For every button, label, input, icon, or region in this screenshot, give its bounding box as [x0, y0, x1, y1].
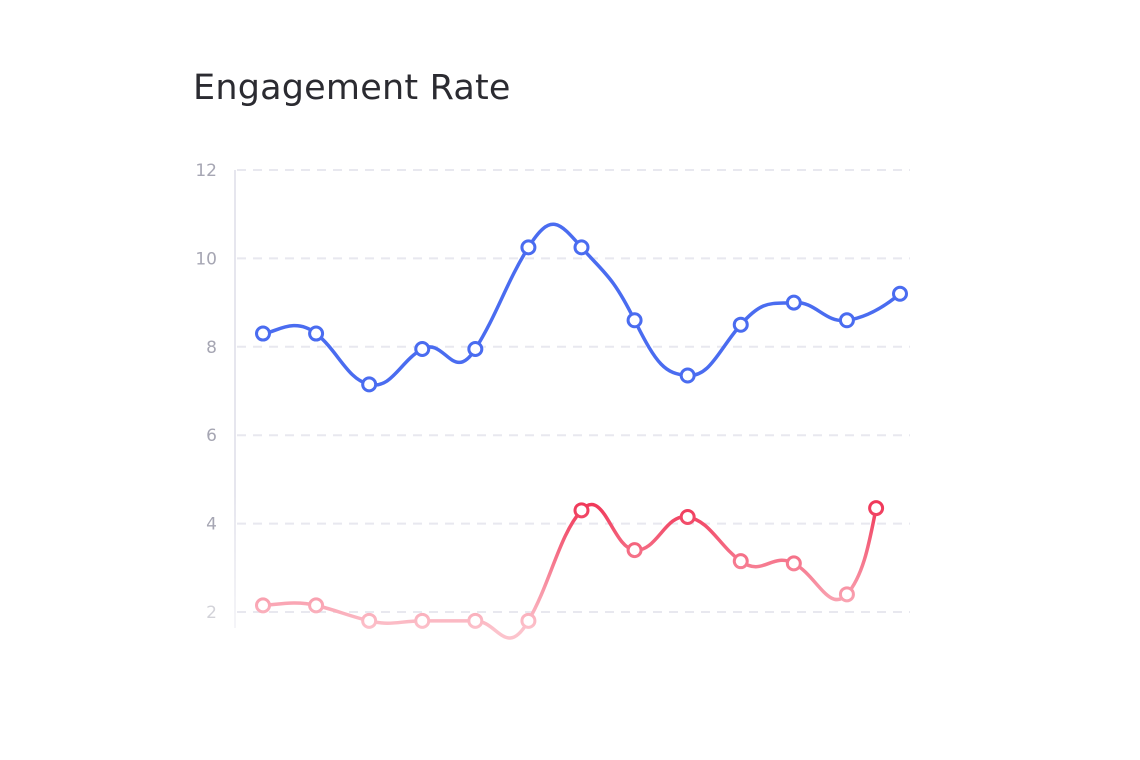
data-point	[414, 612, 431, 629]
data-point	[361, 612, 378, 629]
y-tick-label: 10	[195, 249, 217, 269]
data-point	[308, 325, 325, 342]
data-point	[679, 508, 696, 525]
data-point	[255, 597, 271, 614]
data-point	[308, 597, 325, 614]
data-point	[467, 612, 484, 629]
y-tick-label: 4	[206, 515, 217, 535]
data-point	[520, 239, 537, 256]
chart-title: Engagement Rate	[193, 68, 511, 108]
data-point	[414, 341, 431, 358]
data-point	[838, 586, 855, 603]
y-tick-label: 12	[195, 161, 217, 181]
y-tick-label: 8	[206, 338, 217, 358]
data-point	[892, 285, 908, 302]
data-point	[520, 612, 537, 629]
data-point	[573, 239, 590, 256]
data-point	[467, 341, 484, 358]
data-point	[626, 312, 643, 329]
data-point	[838, 312, 855, 329]
data-point	[732, 316, 749, 333]
data-point	[361, 376, 378, 393]
data-point	[255, 325, 271, 342]
data-point	[732, 553, 749, 570]
data-point	[573, 502, 590, 519]
y-tick-label: 6	[206, 426, 217, 446]
data-point	[785, 555, 802, 572]
data-point	[679, 367, 696, 384]
data-point	[868, 500, 885, 517]
y-tick-label: 2	[206, 603, 217, 623]
data-point	[626, 542, 643, 559]
data-point	[785, 294, 802, 311]
